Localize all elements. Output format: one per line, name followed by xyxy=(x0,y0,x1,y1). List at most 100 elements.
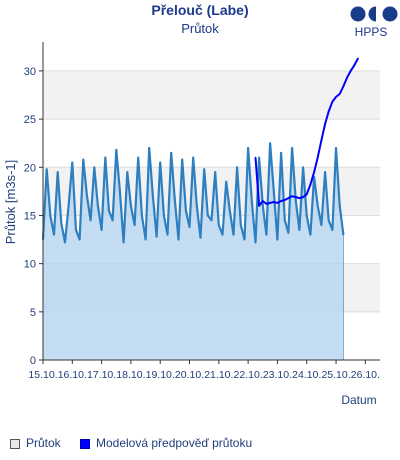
observed-point xyxy=(302,166,304,169)
observed-point xyxy=(119,190,121,193)
observed-point xyxy=(137,156,139,159)
observed-point xyxy=(192,156,194,159)
observed-point xyxy=(258,156,260,159)
forecast-point xyxy=(342,85,345,88)
observed-point xyxy=(144,238,147,241)
y-axis-label: Průtok [m3s-1] xyxy=(3,160,18,245)
observed-point xyxy=(155,235,158,238)
x-tick-label: 20.10. xyxy=(175,369,204,381)
observed-point xyxy=(93,166,96,169)
forecast-point xyxy=(349,70,352,72)
observed-point xyxy=(280,152,282,154)
forecast-point xyxy=(254,156,257,159)
observed-point xyxy=(254,241,257,244)
observed-point xyxy=(67,205,70,207)
x-tick-label: 17.10. xyxy=(87,369,116,381)
observed-point xyxy=(251,200,253,202)
x-tick-label: 16.10. xyxy=(58,369,87,381)
legend-swatch-forecast xyxy=(80,438,90,449)
band-5 xyxy=(43,70,380,120)
observed-point xyxy=(152,195,154,197)
legend-label-forecast: Modelová předpověď průtoku xyxy=(96,436,253,450)
legend-label-observed: Průtok xyxy=(26,436,61,450)
forecast-point xyxy=(338,93,341,95)
observed-point xyxy=(89,219,92,222)
y-tick-label: 30 xyxy=(24,66,36,78)
observed-point xyxy=(78,238,81,241)
observed-point xyxy=(177,238,180,241)
y-tick-label: 0 xyxy=(30,355,36,367)
observed-point xyxy=(111,219,114,222)
forecast-point xyxy=(353,64,356,66)
x-tick-label: 26.10. xyxy=(351,369,380,381)
observed-point xyxy=(71,161,74,164)
forecast-point xyxy=(276,202,279,204)
y-tick-label: 5 xyxy=(30,307,36,319)
observed-point xyxy=(185,209,187,212)
logo-circle-left xyxy=(350,6,366,22)
observed-point xyxy=(221,233,224,236)
observed-point xyxy=(104,156,107,159)
y-tick-label: 15 xyxy=(24,210,36,222)
legend-item-forecast[interactable]: Modelová předpověď průtoku xyxy=(80,436,252,450)
observed-point xyxy=(305,214,308,217)
observed-point xyxy=(108,209,110,212)
observed-point xyxy=(100,229,103,231)
observed-point xyxy=(338,205,341,207)
observed-point xyxy=(243,238,246,241)
observed-point xyxy=(232,233,235,236)
observed-point xyxy=(115,149,118,151)
x-tick-label: 15.10. xyxy=(28,369,57,381)
observed-point xyxy=(236,166,238,169)
chart-title: Přelouč (Labe) xyxy=(151,2,249,18)
observed-point xyxy=(276,238,279,241)
observed-point xyxy=(327,219,330,222)
observed-point xyxy=(207,214,209,217)
forecast-point xyxy=(287,197,290,199)
x-tick-label: 25.10. xyxy=(321,369,350,381)
observed-point xyxy=(295,200,297,202)
y-tick-label: 25 xyxy=(24,114,36,126)
observed-point xyxy=(166,233,169,236)
x-tick-label: 19.10. xyxy=(146,369,175,381)
observed-point xyxy=(163,214,165,217)
observed-point xyxy=(130,205,132,207)
observed-point xyxy=(141,214,143,217)
observed-point xyxy=(82,158,85,161)
observed-point xyxy=(60,222,63,224)
observed-point xyxy=(287,232,290,234)
observed-point xyxy=(269,142,271,144)
observed-point xyxy=(170,152,172,154)
chart-subtitle: Průtok xyxy=(181,21,219,36)
observed-point xyxy=(320,224,323,226)
forecast-point xyxy=(305,193,308,196)
forecast-point xyxy=(331,100,334,103)
forecast-point xyxy=(298,197,301,199)
legend-swatch-observed xyxy=(10,438,20,449)
observed-point xyxy=(214,171,216,173)
observed-point xyxy=(159,161,161,164)
observed-point xyxy=(331,229,334,231)
forecast-point xyxy=(357,57,359,60)
observed-point xyxy=(335,147,337,149)
logo-circle-right xyxy=(382,6,398,22)
axes: 0 5 10 15 20 25 30 15.10. 16.10. 17.10. 18.10. 19.1… xyxy=(24,42,380,381)
forecast-series xyxy=(254,57,359,207)
observed-point xyxy=(240,224,242,226)
forecast-point xyxy=(324,123,326,125)
observed-point xyxy=(229,209,231,212)
observed-point xyxy=(342,233,345,236)
forecast-point xyxy=(302,196,304,198)
forecast-point xyxy=(262,200,264,202)
observed-point xyxy=(273,190,275,193)
x-tick-label: 22.10. xyxy=(234,369,263,381)
forecast-point xyxy=(346,76,348,79)
observed-point xyxy=(45,168,48,170)
observed-point xyxy=(75,229,77,231)
observed-point xyxy=(181,158,183,161)
legend-item-observed[interactable]: Průtok xyxy=(10,436,61,450)
observed-point xyxy=(126,171,129,173)
observed-point xyxy=(324,171,326,173)
observed-point xyxy=(174,200,176,202)
